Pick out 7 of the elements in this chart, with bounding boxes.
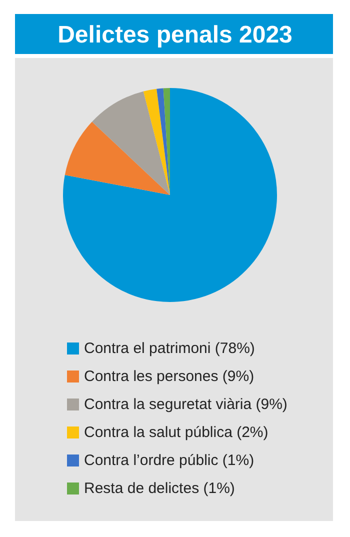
legend-label: Contra la salut pública (2%) [84,424,268,441]
chart-title: Delictes penals 2023 [58,22,292,48]
legend-label: Contra la seguretat viària (9%) [84,396,288,413]
legend-label: Contra l’ordre públic (1%) [84,452,254,469]
legend-label: Contra el patrimoni (78%) [84,340,255,357]
legend-label: Contra les persones (9%) [84,368,254,385]
legend-label: Resta de delictes (1%) [84,480,235,497]
